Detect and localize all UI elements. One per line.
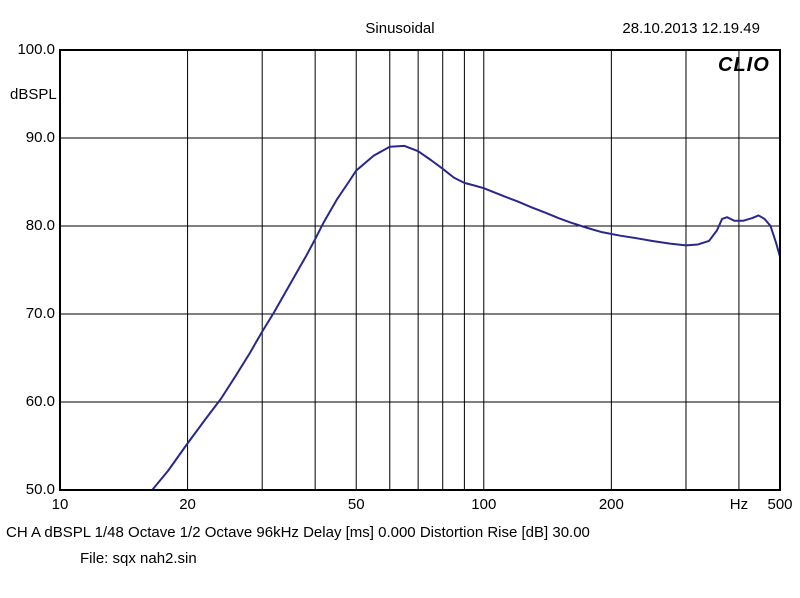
x-tick-label: 100 bbox=[471, 496, 496, 513]
chart-container: Sinusoidal 28.10.2013 12.19.49 CLIO dBSP… bbox=[0, 0, 800, 598]
x-axis-unit: Hz bbox=[730, 496, 748, 513]
x-tick-label: 500 bbox=[767, 496, 792, 513]
x-tick-label: 50 bbox=[348, 496, 365, 513]
y-tick-label: 70.0 bbox=[5, 305, 55, 322]
x-tick-label: 200 bbox=[599, 496, 624, 513]
y-tick-label: 50.0 bbox=[5, 481, 55, 498]
footer-line-1: CH A dBSPL 1/48 Octave 1/2 Octave 96kHz … bbox=[6, 524, 590, 541]
x-tick-label: 10 bbox=[52, 496, 69, 513]
chart-datetime: 28.10.2013 12.19.49 bbox=[622, 20, 760, 37]
y-tick-label: 80.0 bbox=[5, 217, 55, 234]
y-tick-label: 90.0 bbox=[5, 129, 55, 146]
plot-area bbox=[60, 50, 780, 490]
y-tick-label: 60.0 bbox=[5, 393, 55, 410]
x-tick-label: 20 bbox=[179, 496, 196, 513]
brand-logo: CLIO bbox=[718, 54, 770, 77]
footer-line-2: File: sqx nah2.sin bbox=[80, 550, 197, 567]
y-tick-label: 100.0 bbox=[5, 41, 55, 58]
y-axis-unit: dBSPL bbox=[10, 86, 57, 103]
